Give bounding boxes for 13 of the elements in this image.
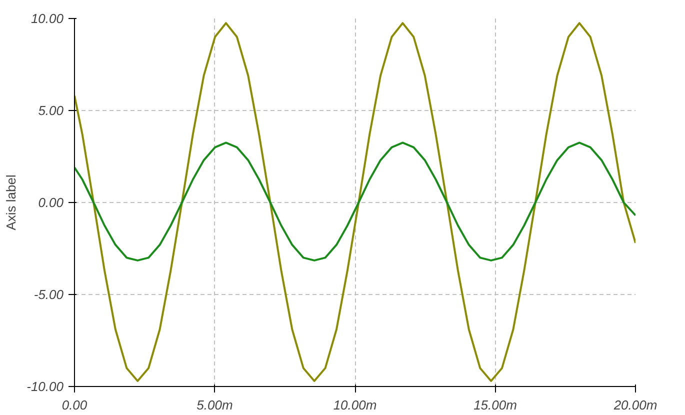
line-series: [74, 22, 636, 382]
x-tick-label: 10.00m: [333, 398, 377, 412]
x-tick-label: 5.00m: [196, 398, 233, 412]
y-tick-label: 5.00: [38, 103, 64, 118]
x-tick-label: 20.00m: [612, 398, 658, 412]
y-tick-label: -10.00: [26, 379, 64, 394]
x-tick-label: 0.00: [62, 398, 88, 412]
y-axis-title: Axis label: [4, 174, 19, 230]
x-tick-label: 15.00m: [474, 398, 518, 412]
line-series: [74, 142, 636, 262]
y-tick-label: 10.00: [30, 11, 64, 26]
y-tick-label: 0.00: [38, 195, 64, 210]
y-tick-label: -5.00: [34, 287, 64, 302]
